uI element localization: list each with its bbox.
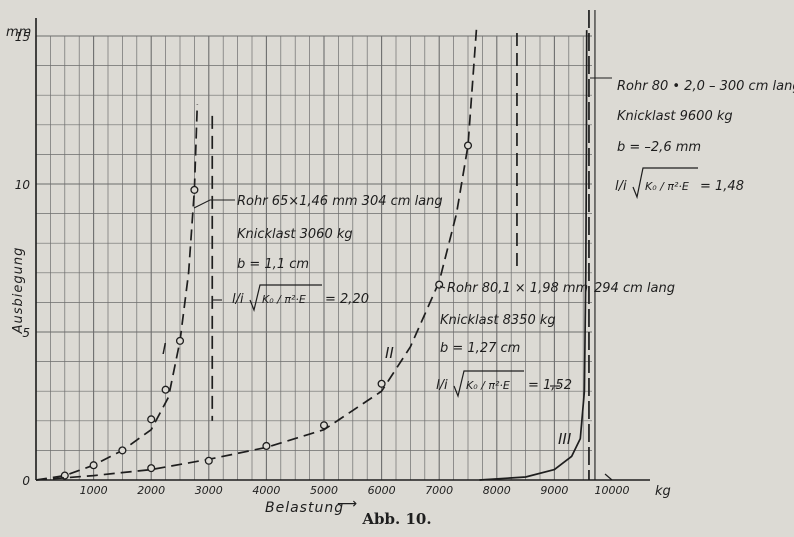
series-2-label-tail: 294 cm lang (594, 281, 675, 296)
series-1-annotation: Rohr 65×1,46 mm 304 cm lang Knicklast 30… (162, 194, 443, 358)
series-2-b: b = 1,27 cm (440, 341, 520, 356)
series-1-point (161, 385, 170, 394)
series-2-formula-radicand: K₀ / π²·E (466, 379, 510, 392)
series-2-point (147, 464, 156, 473)
series-2-formula-lhs: l/i (436, 378, 448, 393)
y-unit-label: mm (6, 25, 31, 40)
series-2-label: Rohr 80,1 × 1,98 mm (447, 281, 588, 296)
series-3 (479, 10, 596, 481)
y-tick-label: 10 (15, 178, 31, 192)
x-axis-title: Belastung (265, 500, 344, 516)
series-1 (35, 104, 214, 481)
x-tick-label: 7000 (425, 484, 453, 497)
series-1-point (118, 446, 127, 455)
series-2-curve (35, 27, 478, 481)
series-1-b: b = 1,1 cm (237, 257, 309, 272)
series-2-formula-value: = 1,52 (528, 378, 572, 393)
series-2-point (377, 379, 386, 388)
series-1-formula-radicand: K₀ / π²·E (262, 293, 306, 306)
tick-labels: 1000 2000 3000 4000 5000 6000 7000 8000 9000 1000… (15, 30, 630, 497)
x-tick-label: 10000 (595, 484, 630, 497)
series-2-point (319, 421, 329, 430)
x-axis-arrow: ⟶ (337, 496, 357, 512)
x-tick-label: 9000 (540, 484, 568, 497)
series-3-label: Rohr 80 • 2,0 – 300 cm lang (617, 79, 794, 94)
x-tick-label: 2000 (137, 484, 165, 497)
series-layer (35, 10, 612, 481)
series-1-formula-lhs: l/i (232, 292, 244, 307)
series-2-annotation: Rohr 80,1 × 1,98 mm 294 cm lang Knicklas… (385, 281, 675, 398)
y-axis-title: Ausbiegung (11, 247, 26, 335)
series-3-sqrt-sign (632, 167, 698, 200)
series-2-knicklast: Knicklast 8350 kg (440, 313, 556, 328)
series-1-numeral: I (162, 340, 167, 358)
series-2-numeral: II (385, 344, 394, 362)
series-1-label: Rohr 65×1,46 mm 304 cm lang (237, 194, 443, 209)
series-1-point (147, 415, 156, 424)
y-tick-label: 15 (15, 30, 30, 44)
x-tick-label: 1000 (80, 484, 108, 497)
series-3-formula-value: = 1,48 (700, 179, 744, 194)
axes (35, 18, 650, 481)
series-2-point (204, 456, 213, 465)
series-2-leader-line (439, 285, 446, 289)
x-tick-label: 8000 (483, 484, 511, 497)
figure-caption: Abb. 10. (362, 510, 432, 528)
series-3-knicklast: Knicklast 9600 kg (617, 109, 733, 124)
series-1-sqrt-sign (249, 284, 322, 312)
x-unit-label: kg (655, 484, 671, 499)
series-2-point (262, 441, 271, 451)
series-1-point (89, 461, 98, 470)
x-tick-label: 4000 (252, 484, 280, 497)
y-tick-label: 0 (22, 474, 30, 488)
series-1-curve (35, 104, 199, 481)
series-3-b: b = –2,6 mm (617, 140, 701, 155)
series-2-sqrt-sign (453, 370, 524, 398)
x-axis-tick-end (604, 473, 613, 481)
series-3-formula-radicand: K₀ / π²·E (645, 180, 689, 193)
series-1-point (175, 336, 185, 345)
x-tick-label: 3000 (195, 484, 223, 497)
grid (35, 35, 592, 481)
series-1-formula-value: = 2,20 (325, 292, 369, 307)
series-2-point (463, 141, 473, 150)
series-3-annotation: Rohr 80 • 2,0 – 300 cm lang Knicklast 96… (558, 79, 794, 448)
series-1-point (190, 185, 199, 194)
series-2 (35, 27, 518, 481)
series-3-formula-lhs: l/i (615, 179, 627, 194)
series-3-curve (479, 30, 588, 481)
series-1-leader-line (193, 199, 235, 209)
series-3-numeral: III (558, 430, 572, 448)
series-1-knicklast: Knicklast 3060 kg (237, 227, 353, 242)
y-tick-label: 5 (22, 326, 30, 340)
x-tick-label: 5000 (310, 484, 338, 497)
x-tick-label: 6000 (368, 484, 396, 497)
